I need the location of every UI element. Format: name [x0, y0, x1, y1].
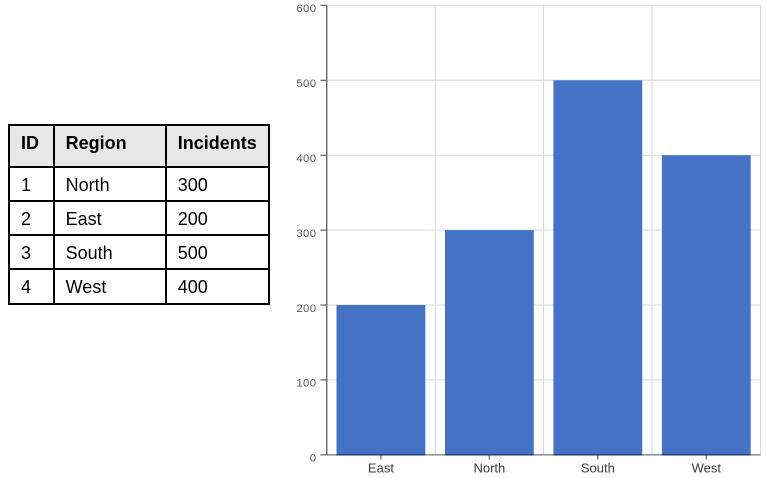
svg-text:200: 200	[296, 303, 316, 315]
svg-text:0: 0	[310, 453, 317, 465]
svg-text:500: 500	[296, 78, 316, 90]
svg-text:600: 600	[296, 3, 316, 15]
svg-text:West: West	[692, 460, 722, 475]
svg-text:South: South	[581, 460, 615, 475]
svg-text:300: 300	[296, 228, 316, 240]
svg-text:North: North	[473, 460, 505, 475]
svg-text:100: 100	[296, 378, 316, 390]
svg-text:East: East	[368, 460, 394, 475]
svg-text:400: 400	[296, 153, 316, 165]
